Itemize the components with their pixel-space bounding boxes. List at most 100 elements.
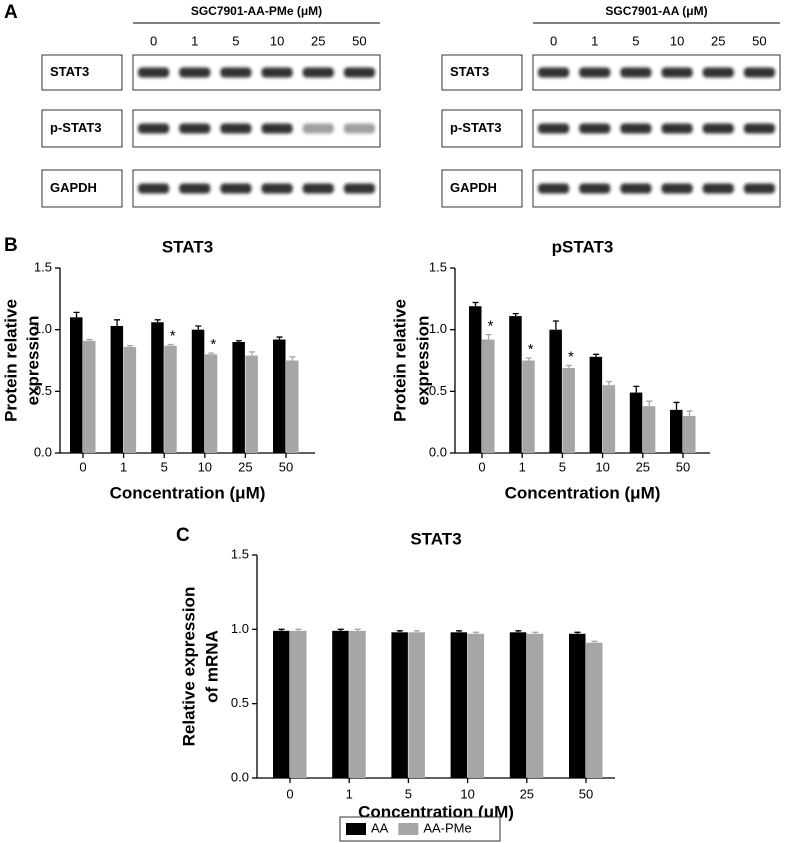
band [620, 123, 652, 134]
bar [602, 385, 616, 453]
error-bar [472, 301, 479, 307]
error-bar [473, 631, 480, 634]
error-bar [456, 630, 463, 633]
lane-label: 0 [550, 33, 557, 48]
error-bar [154, 319, 161, 323]
y-axis-label: Protein relative [1, 299, 20, 422]
x-tick-label: 1 [120, 459, 127, 474]
y-axis-label: expression [23, 316, 42, 406]
bar [286, 360, 299, 453]
y-tick-label: 0.5 [231, 695, 249, 710]
lane-label: 50 [752, 33, 766, 48]
error-bar [532, 631, 539, 634]
x-tick-label: 0 [286, 786, 293, 801]
error-bar [127, 345, 134, 347]
band [220, 67, 252, 78]
band [538, 183, 570, 194]
error-bar [593, 353, 600, 357]
x-tick-label: 25 [238, 459, 252, 474]
bar [204, 354, 218, 453]
significance-label: * [528, 341, 534, 358]
x-tick-label: 0 [79, 459, 86, 474]
lane-label: 50 [352, 33, 366, 48]
error-bar [235, 340, 242, 342]
y-axis-label: of mRNA [202, 630, 221, 703]
band [702, 183, 734, 194]
band [661, 123, 693, 134]
blot-frame [132, 54, 381, 91]
x-tick-label: 25 [520, 786, 534, 801]
bar [589, 356, 603, 453]
row-label: p-STAT3 [450, 120, 502, 135]
blot-title: SGC7901-AA-PMe (μM) [191, 4, 322, 18]
lane-label: 0 [150, 33, 157, 48]
legend-swatch [398, 823, 419, 835]
error-bar [396, 630, 403, 633]
band [743, 183, 775, 194]
band [579, 67, 611, 78]
bar [569, 633, 586, 778]
error-bar [195, 325, 202, 330]
y-tick-label: 1.5 [231, 546, 249, 561]
row-label: GAPDH [450, 180, 497, 195]
bar [110, 325, 124, 453]
error-bar [606, 380, 613, 386]
band [579, 123, 611, 134]
y-tick-label: 1.5 [34, 259, 52, 274]
significance-label: * [488, 318, 494, 335]
blot-title: SGC7901-AA (μM) [605, 4, 707, 18]
legend-swatch [346, 823, 366, 835]
bar [642, 406, 656, 453]
lane-label: 25 [311, 33, 325, 48]
band [343, 123, 375, 134]
error-bar [646, 400, 653, 407]
y-tick-label: 0.0 [34, 444, 52, 459]
band [620, 67, 652, 78]
band [220, 123, 252, 134]
band [261, 123, 293, 134]
band [138, 67, 170, 78]
error-bar [295, 628, 302, 631]
panel-letter: C [176, 525, 190, 546]
error-bar [591, 640, 598, 643]
row-label: GAPDH [50, 180, 97, 195]
error-bar [485, 333, 492, 340]
error-bar [413, 630, 420, 633]
lane-label: 5 [232, 33, 239, 48]
bar [273, 339, 286, 453]
legend-label: AA-PMe [423, 820, 471, 835]
row-label: STAT3 [50, 64, 89, 79]
bar [482, 339, 495, 453]
row-label-box [41, 109, 123, 148]
band [261, 67, 293, 78]
significance-label: * [170, 327, 176, 344]
y-tick-label: 1.0 [34, 321, 52, 336]
panel-letter: B [4, 235, 18, 256]
bar [191, 329, 205, 453]
bar [549, 329, 562, 453]
band [661, 183, 693, 194]
y-tick-label: 0.0 [231, 769, 249, 784]
error-bar [633, 385, 640, 393]
x-tick-label: 50 [279, 459, 293, 474]
axes [256, 555, 615, 779]
bar [562, 367, 575, 453]
bar [408, 632, 425, 778]
error-bar [552, 320, 559, 330]
band [138, 183, 170, 194]
row-label-box [441, 109, 523, 148]
error-bar [686, 410, 693, 416]
error-bar [337, 628, 344, 631]
bar [391, 632, 408, 778]
band [302, 123, 334, 134]
y-tick-label: 0.5 [429, 383, 447, 398]
bar [509, 632, 527, 778]
y-tick-label: 1.0 [429, 321, 447, 336]
bar [83, 340, 96, 453]
row-label-box [441, 54, 523, 91]
x-tick-label: 0 [478, 459, 485, 474]
band [343, 183, 375, 194]
bar [670, 409, 683, 453]
error-bar [248, 351, 255, 356]
error-bar [354, 628, 361, 631]
